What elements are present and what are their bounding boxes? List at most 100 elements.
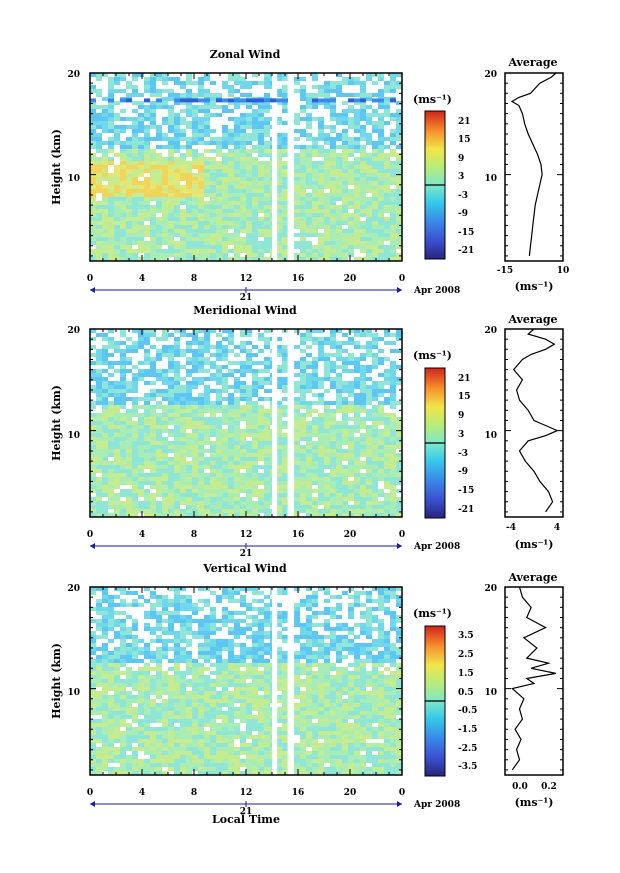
heatmap-cell: [360, 401, 366, 405]
heatmap-cell: [252, 433, 258, 437]
heatmap-cell: [96, 501, 102, 505]
heatmap-cell: [330, 513, 336, 517]
heatmap-cell: [366, 217, 372, 221]
heatmap-cell: [120, 185, 126, 189]
heatmap-cell: [258, 591, 264, 595]
heatmap-cell: [210, 177, 216, 181]
heatmap-cell: [186, 253, 192, 257]
heatmap-cell: [114, 385, 120, 389]
heatmap-cell: [186, 137, 192, 141]
heatmap-cell: [348, 631, 354, 635]
heatmap-cell: [222, 213, 228, 217]
heatmap-cell: [276, 425, 282, 429]
heatmap-cell: [384, 221, 390, 225]
heatmap-cell: [204, 337, 210, 341]
heatmap-cell: [198, 153, 204, 157]
heatmap-cell: [252, 485, 258, 489]
heatmap-cell: [318, 353, 324, 357]
heatmap-cell: [180, 217, 186, 221]
heatmap-cell: [324, 623, 330, 627]
heatmap-cell: [360, 477, 366, 481]
heatmap-cell: [150, 209, 156, 213]
heatmap-cell: [312, 659, 318, 663]
heatmap-cell: [186, 161, 192, 165]
heatmap-cell: [306, 497, 312, 501]
heatmap-cell: [210, 189, 216, 193]
heatmap-cell: [102, 173, 108, 177]
heatmap-cell: [186, 493, 192, 497]
heatmap-cell: [342, 477, 348, 481]
heatmap-cell: [126, 659, 132, 663]
heatmap-cell: [354, 505, 360, 509]
heatmap-cell: [276, 671, 282, 675]
heatmap-cell: [108, 445, 114, 449]
heatmap-cell: [366, 133, 372, 137]
heatmap-cell: [102, 397, 108, 401]
heatmap-cell: [348, 329, 354, 333]
heatmap-cell: [300, 205, 306, 209]
heatmap-cell: [378, 101, 384, 105]
heatmap-cell: [264, 121, 270, 125]
heatmap-cell: [330, 465, 336, 469]
heatmap-cell: [240, 125, 246, 129]
heatmap-cell: [264, 98, 270, 103]
heatmap-cell: [240, 225, 246, 229]
heatmap-cell: [96, 169, 102, 173]
heatmap-cell: [372, 429, 378, 433]
heatmap-cell: [348, 417, 354, 421]
heatmap-cell: [246, 497, 252, 501]
heatmap-cell: [372, 361, 378, 365]
heatmap-cell: [144, 337, 150, 341]
heatmap-cell: [126, 421, 132, 425]
heatmap-cell: [348, 189, 354, 193]
heatmap-cell: [90, 209, 96, 213]
heatmap-cell: [138, 509, 144, 513]
heatmap-cell: [174, 453, 180, 457]
heatmap-cell: [126, 667, 132, 671]
heatmap-cell: [240, 513, 246, 517]
heatmap-cell: [102, 643, 108, 647]
heatmap-cell: [162, 213, 168, 217]
heatmap-cell: [342, 671, 348, 675]
heatmap-cell: [348, 93, 354, 97]
heatmap-cell: [126, 627, 132, 631]
heatmap-cell: [162, 643, 168, 647]
heatmap-cell: [294, 449, 300, 453]
heatmap-cell: [234, 445, 240, 449]
heatmap-cell: [150, 631, 156, 635]
heatmap-cell: [144, 497, 150, 501]
heatmap-cell: [360, 353, 366, 357]
heatmap-cell: [330, 631, 336, 635]
heatmap-cell: [156, 655, 162, 659]
heatmap-cell: [264, 361, 270, 365]
heatmap-cell: [300, 385, 306, 389]
heatmap-cell: [162, 599, 168, 603]
heatmap-cell: [324, 607, 330, 611]
heatmap-cell: [324, 141, 330, 145]
heatmap-cell: [186, 209, 192, 213]
heatmap-cell: [198, 655, 204, 659]
heatmap-cell: [114, 389, 120, 393]
heatmap-cell: [258, 253, 264, 257]
heatmap-cell: [324, 89, 330, 93]
heatmap-cell: [300, 627, 306, 631]
heatmap-cell: [174, 465, 180, 469]
heatmap-cell: [306, 513, 312, 517]
heatmap-cell: [366, 93, 372, 97]
heatmap-cell: [192, 121, 198, 125]
heatmap-cell: [276, 345, 282, 349]
heatmap-cell: [348, 253, 354, 257]
heatmap-cell: [186, 389, 192, 393]
heatmap-cell: [330, 369, 336, 373]
heatmap-cell: [390, 413, 396, 417]
heatmap-cell: [276, 161, 282, 165]
heatmap-cell: [312, 361, 318, 365]
heatmap-cell: [252, 409, 258, 413]
heatmap-cell: [240, 77, 246, 81]
heatmap-cell: [174, 381, 180, 385]
heatmap-cell: [366, 349, 372, 353]
heatmap-cell: [186, 169, 192, 173]
heatmap-cell: [390, 225, 396, 229]
heatmap-cell: [234, 497, 240, 501]
heatmap-cell: [360, 101, 366, 105]
